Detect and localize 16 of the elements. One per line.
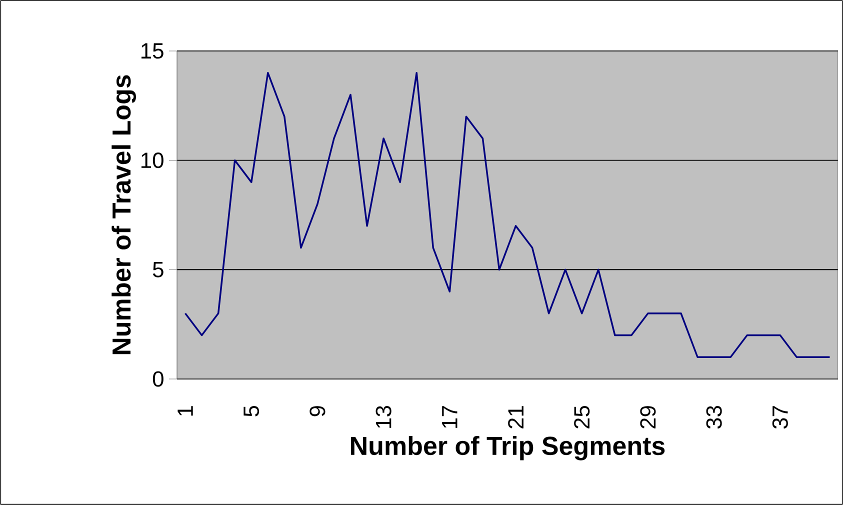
x-tick-label: 25 (574, 406, 590, 428)
x-tick-label: 5 (244, 406, 260, 416)
y-tick-label: 5 (152, 262, 164, 278)
x-tick-label: 37 (772, 406, 788, 429)
x-tick-label: 17 (442, 406, 458, 428)
y-tick-label: 10 (141, 152, 164, 168)
y-tick-label: 15 (141, 43, 164, 59)
y-axis-title: Number of Travel Logs (112, 75, 136, 354)
x-axis-title: Number of Trip Segments (351, 436, 665, 460)
x-tick-label: 33 (706, 406, 722, 429)
x-tick-label: 9 (310, 406, 326, 416)
x-tick-label: 29 (640, 406, 656, 428)
x-tick-label: 21 (508, 406, 524, 428)
y-tick-label: 0 (152, 371, 164, 387)
x-tick-label: 13 (376, 406, 392, 428)
x-tick-label: 1 (178, 406, 193, 416)
